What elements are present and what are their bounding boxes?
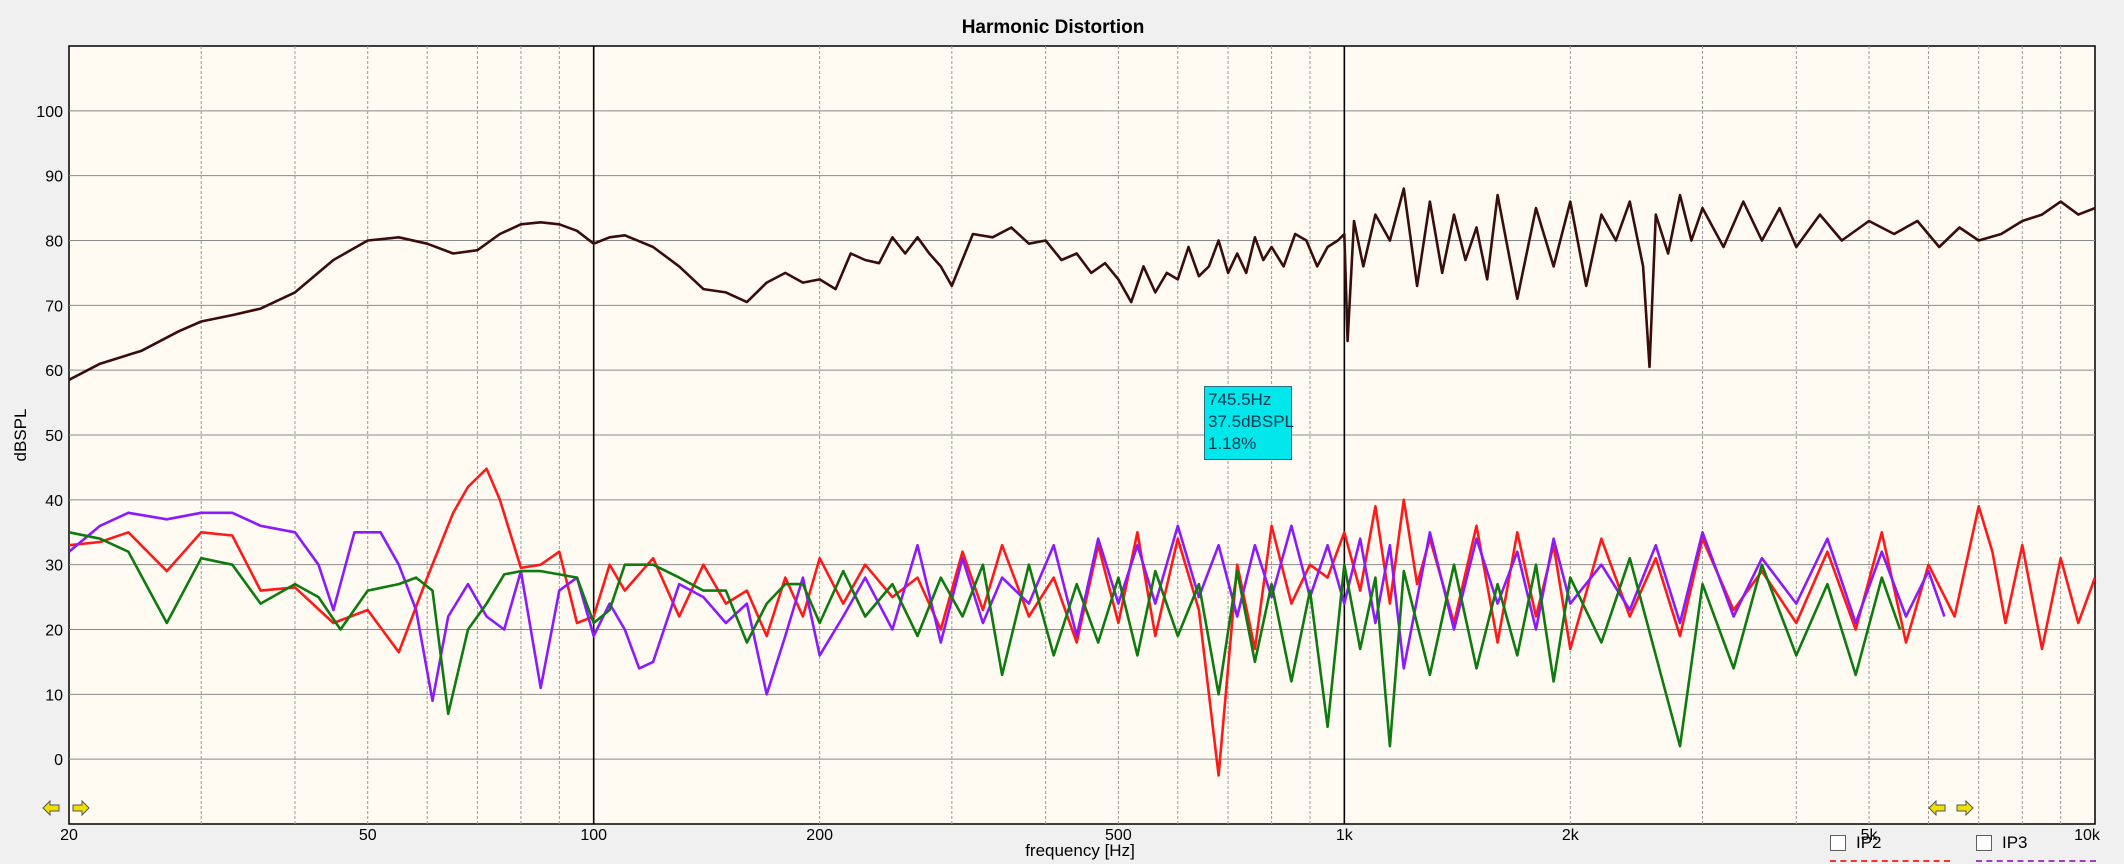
y-axis-ticks: 0 10 20 30 40 50 60 70 80 90 100 [36,104,63,769]
x-tick-label: 100 [580,827,607,844]
legend-line-ip3 [1976,860,2096,862]
series-layer [69,187,2095,777]
x-tick-label: 50 [359,827,377,844]
tooltip-level: 37.5dBSPL [1208,412,1295,431]
y-tick-label: 40 [45,493,63,510]
tooltip-frequency: 745.5Hz [1208,390,1272,409]
legend-item-ip3[interactable]: IP3 [1976,830,2104,864]
y-tick-label: 10 [45,687,63,704]
x-tick-label: 5k [1861,827,1879,844]
y-tick-label: 60 [45,363,63,380]
arrow-right-icon[interactable] [1956,800,1974,816]
cursor-tooltip: 745.5Hz 37.5dBSPL 1.18% [1204,386,1295,460]
legend-label-ip2: IP2 [1856,833,1882,852]
legend-line-ip2 [1830,860,1950,862]
series-line-0 [69,187,2095,382]
y-tick-label: 30 [45,558,63,575]
y-tick-label: 70 [45,298,63,315]
tooltip-percent: 1.18% [1208,434,1257,453]
series-line-3 [69,531,1902,748]
ip2-checkbox[interactable] [1830,835,1846,851]
chart-title: Harmonic Distortion [962,17,1145,38]
y-tick-label: 20 [45,623,63,640]
arrow-left-icon[interactable] [42,800,60,816]
y-tick-label: 0 [54,752,63,769]
y-tick-label: 50 [45,428,63,445]
y-tick-label: 80 [45,234,63,251]
ip3-checkbox[interactable] [1976,835,1992,851]
legend-item-ip2[interactable]: IP2 [1830,830,1958,864]
x-tick-label: 10k [2074,827,2101,844]
x-tick-label: 2k [1562,827,1580,844]
x-axis-label: frequency [Hz] [1025,841,1135,860]
y-axis-label: dBSPL [11,409,30,462]
arrow-right-icon[interactable] [72,800,90,816]
y-tick-label: 90 [45,169,63,186]
y-tick-label: 100 [36,104,63,121]
x-tick-label: 200 [806,827,833,844]
legend-label-ip3: IP3 [2002,833,2028,852]
arrow-left-icon[interactable] [1928,800,1946,816]
x-axis-ticks: 20 50 100 200 500 1k 2k 5k 10k [60,827,2101,844]
x-tick-label: 500 [1105,827,1132,844]
grid [69,46,2095,824]
series-line-2 [69,511,1946,703]
x-tick-label: 1k [1336,827,1354,844]
x-tick-label: 20 [60,827,78,844]
